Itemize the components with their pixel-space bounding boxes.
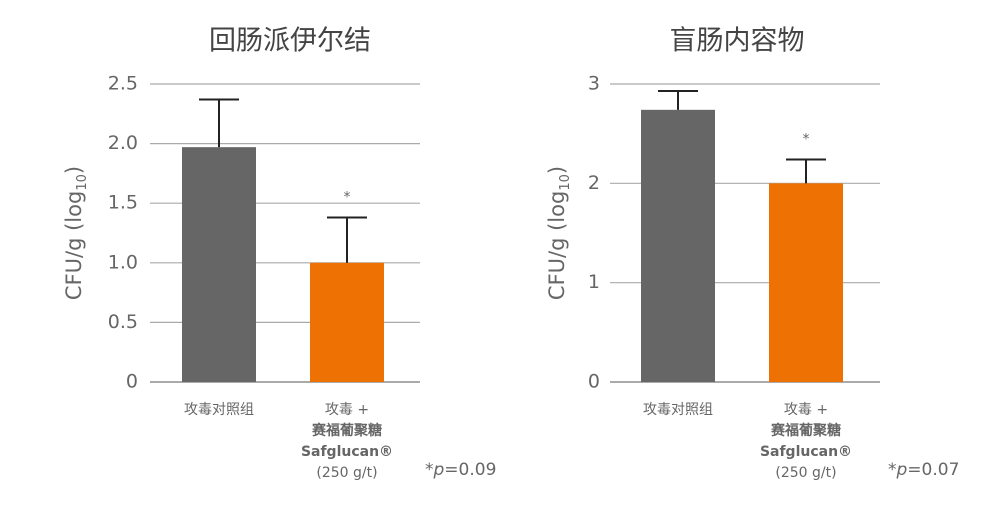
y-axis-label: CFU/g (log10) <box>545 166 573 300</box>
y-tick-label: 2 <box>588 172 600 194</box>
y-axis-label-part: CFU/g (log <box>545 191 569 300</box>
footnote-part: =0.07 <box>907 460 959 480</box>
footnote-part: * <box>888 460 897 480</box>
chart-title: 盲肠内容物 <box>670 26 805 57</box>
y-axis-label-part: ) <box>545 166 569 174</box>
y-tick-label: 0 <box>588 371 600 393</box>
y-tick-label: 3 <box>588 73 600 95</box>
footnote-part: =0.09 <box>444 460 496 480</box>
y-axis-label-part: ) <box>62 166 86 174</box>
significance-label: * <box>803 131 810 147</box>
y-tick-label: 2.5 <box>108 73 138 95</box>
x-tick-label: 攻毒对照组 <box>184 402 254 418</box>
x-tick-label: (250 g/t) <box>316 465 377 481</box>
bar <box>769 183 843 382</box>
x-tick-label: Safglucan® <box>301 444 393 460</box>
y-tick-label: 1.0 <box>108 251 138 273</box>
x-tick-label: (250 g/t) <box>775 465 836 481</box>
y-tick-label: 0 <box>126 371 138 393</box>
footnote-part: p <box>896 460 908 480</box>
y-tick-label: 1 <box>588 271 600 293</box>
y-axis-label-part: 10 <box>558 174 573 191</box>
x-tick-label: 赛福葡聚糖 <box>311 422 382 439</box>
x-tick-label: 赛福葡聚糖 <box>770 422 841 439</box>
bar <box>641 109 715 383</box>
y-axis-label-part: 10 <box>75 174 90 191</box>
footnote-part: * <box>425 460 434 480</box>
y-tick-label: 0.5 <box>108 311 138 333</box>
y-tick-label: 1.5 <box>108 192 138 214</box>
bar <box>182 147 256 382</box>
y-axis-label-part: CFU/g (log <box>62 191 86 300</box>
x-tick-label: 攻毒对照组 <box>643 402 713 418</box>
y-tick-label: 2.0 <box>108 132 138 154</box>
footnote-part: p <box>433 460 445 480</box>
significance-label: * <box>344 190 351 206</box>
x-tick-label: 攻毒 + <box>325 402 369 418</box>
footnote: *p=0.09 <box>425 460 496 480</box>
chart-title: 回肠派伊尔结 <box>209 26 371 57</box>
x-tick-label: 攻毒 + <box>784 402 828 418</box>
footnote: *p=0.07 <box>888 460 959 480</box>
x-tick-label: Safglucan® <box>760 444 852 460</box>
bar <box>310 262 384 382</box>
y-axis-label: CFU/g (log10) <box>62 166 90 300</box>
